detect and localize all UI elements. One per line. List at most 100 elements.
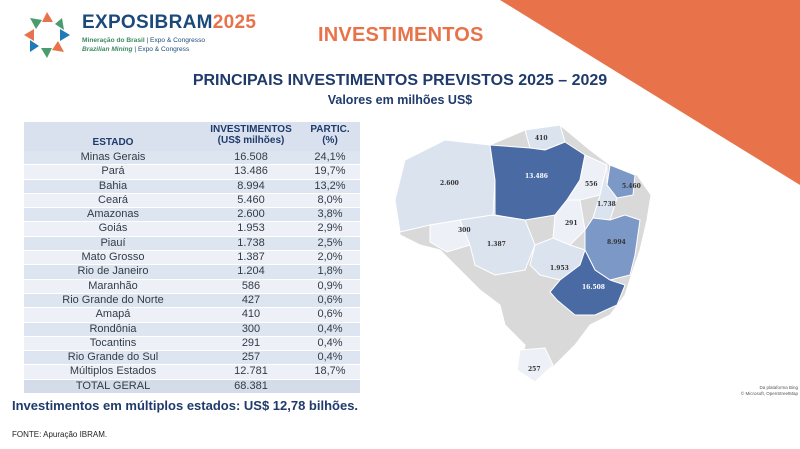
map-label-mato-grosso: 1.387 [487,241,506,248]
map-state-minas-gerais [549,248,626,316]
map-state-bahia [584,214,641,281]
table-row: Rio Grande do Sul 257 0,4% [24,351,360,366]
table-body: Minas Gerais 16.508 24,1% Pará 13.486 19,7% Ba… [24,151,360,380]
cell-estado: Bahia [98,179,128,192]
cell-partic: 2,9% [317,222,343,235]
map-label-bahia: 8.994 [607,239,626,246]
map-state-rio-grande-do-sul [516,347,554,383]
cell-partic: 2,5% [317,236,343,249]
cell-valor: 1.387 [237,251,265,264]
table-header: ESTADO INVESTIMENTOS (US$ milhões) PARTIC… [24,122,360,151]
map-label-ceara: 5.460 [622,183,641,190]
cell-valor: 5.460 [237,193,265,206]
cell-estado: Amapá [95,308,131,321]
cell-valor: 586 [241,279,261,292]
cell-valor: 1.738 [237,236,265,249]
table-row: Mato Grosso 1.387 2,0% [24,251,360,266]
map-label-amapa: 410 [535,135,548,142]
cell-valor: 12.781 [234,365,268,378]
cell-estado: Piauí [100,236,126,249]
brazil-map: 410 2.600 13.486 556 5.460 1.738 291 300… [394,124,652,383]
map-label-goias: 1.953 [550,265,569,272]
table-row: Amazonas 2.600 3,8% [24,208,360,223]
table-row: Pará 13.486 19,7% [24,165,360,180]
logo-tagline-pt: Mineração do Brasil | Expo & Congresso [82,37,205,44]
cell-valor: 16.508 [234,151,268,163]
cell-partic: 0,4% [317,322,343,335]
logo-mark-icon [24,12,70,58]
logo-tagline-en: Brazilian Mining | Expo & Congress [82,46,189,53]
table-row: Piauí 1.738 2,5% [24,236,360,252]
brand-year: 2025 [212,12,257,33]
cell-estado: Múltiplos Estados [69,365,157,378]
cell-estado: Tocantins [89,336,137,349]
cell-partic: 18,7% [314,365,346,378]
header-estado: ESTADO [92,137,134,148]
map-credit-line2: © Microsoft, OpenStreetMap [740,391,798,396]
table-row: Minas Gerais 16.508 24,1% [24,151,360,166]
cell-estado: Minas Gerais [80,151,146,163]
cell-valor: 291 [241,336,261,349]
total-label: TOTAL GERAL [75,379,151,392]
cell-partic: 0,6% [317,293,343,306]
table-row: Maranhão 586 0,9% [24,279,360,294]
header-investimentos-line2: (US$ milhões) [217,135,285,146]
table-total-row: TOTAL GERAL 68.381 [24,379,360,395]
header-investimentos: INVESTIMENTOS (US$ milhões) [202,122,300,151]
cell-partic: 24,1% [314,151,346,163]
cell-valor: 13.486 [234,165,268,178]
header-investimentos-line1: INVESTIMENTOS [210,124,292,135]
tagline-pt-bold: Mineração do Brasil [82,37,145,44]
map-label-minas-gerais: 16.508 [582,284,605,291]
map-label-para: 13.486 [525,173,548,180]
table-row: Rio Grande do Norte 427 0,6% [24,293,360,309]
cell-valor: 300 [241,322,261,335]
brand-name: EXPOSIBRAM [82,12,213,33]
cell-partic: 3,8% [317,208,343,221]
cell-valor: 1.953 [237,222,265,235]
cell-valor: 1.204 [237,265,265,278]
cell-partic: 0,4% [317,336,343,349]
map-label-tocantins: 291 [565,220,578,227]
cell-valor: 2.600 [237,208,265,221]
total-partic [300,380,360,393]
exposibram-logo: EXPOSIBRAM2025 Mineração do Brasil | Exp… [22,10,256,66]
map-state-mato-grosso [459,214,536,276]
cell-valor: 8.994 [237,179,265,192]
cell-estado: Goiás [98,222,128,235]
cell-valor: 257 [241,351,261,364]
table-row: Rio de Janeiro 1.204 1,8% [24,265,360,280]
logo-title: EXPOSIBRAM2025 [82,12,256,34]
cell-partic: 19,7% [314,165,346,178]
header-partic-line1: PARTIC. [310,124,350,135]
map-state-rondonia [429,219,471,253]
tagline-en-bold: Brazilian Mining [82,46,133,53]
chart-subtitle: Valores em milhões US$ [327,93,473,107]
cell-partic: 0,9% [317,279,343,292]
cell-partic: 13,2% [314,179,346,192]
tagline-pt-rest: | Expo & Congresso [144,37,206,44]
header-partic-line2: (%) [322,135,338,146]
cell-estado: Pará [101,165,125,178]
tagline-en-rest: | Expo & Congress [132,46,190,53]
table-row: Tocantins 291 0,4% [24,336,360,352]
chart-title: PRINCIPAIS INVESTIMENTOS PREVISTOS 2025 … [192,72,608,89]
table-row: Ceará 5.460 8,0% [24,193,360,209]
map-label-rondonia: 300 [458,227,471,234]
map-credit: Da plataforma Bing © Microsoft, OpenStre… [700,385,798,397]
cell-estado: Rondônia [89,322,137,335]
table-row: Amapá 410 0,6% [24,308,360,323]
cell-partic: 0,6% [317,308,343,321]
cell-estado: Maranhão [88,279,138,292]
map-label-maranhao: 556 [585,181,598,188]
investment-table: ESTADO INVESTIMENTOS (US$ milhões) PARTIC… [24,122,360,395]
cell-valor: 410 [241,308,261,321]
cell-estado: Rio Grande do Sul [67,351,159,364]
cell-partic: 0,4% [317,351,343,364]
map-label-piaui: 1.738 [597,201,616,208]
cell-estado: Rio de Janeiro [77,265,149,278]
cell-partic: 1,8% [317,265,343,278]
cell-estado: Rio Grande do Norte [62,293,164,306]
map-label-rio-grande-do-sul: 257 [528,366,541,373]
table-row: Goiás 1.953 2,9% [24,222,360,237]
